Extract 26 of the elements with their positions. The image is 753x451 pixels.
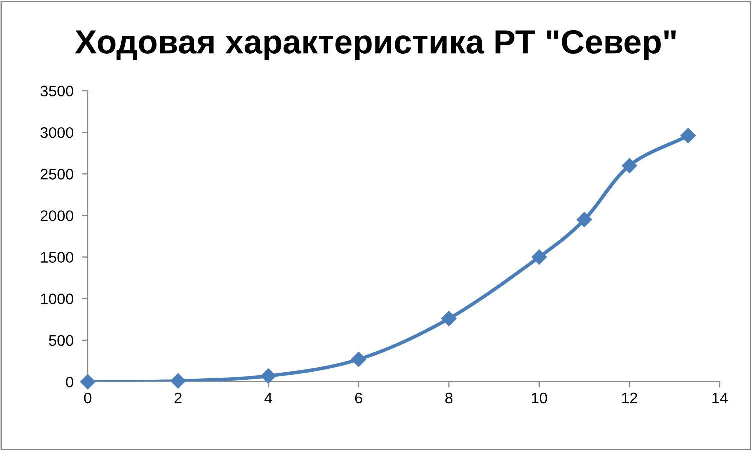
y-tick-label: 3500 bbox=[40, 86, 74, 97]
y-tick-label: 1000 bbox=[41, 294, 74, 305]
y-tick-label: 500 bbox=[49, 335, 74, 346]
y-tick-label: 3000 bbox=[40, 127, 74, 138]
y-tick-label: 1500 bbox=[41, 252, 74, 263]
x-tick-label: 10 bbox=[532, 392, 548, 404]
point bbox=[80, 374, 96, 390]
y-tick-label: 0 bbox=[66, 376, 74, 388]
point bbox=[351, 352, 366, 368]
x-tick-label: 12 bbox=[622, 392, 638, 404]
y-tick-label: 2000 bbox=[40, 210, 74, 222]
point bbox=[261, 368, 276, 384]
point bbox=[680, 128, 696, 144]
point bbox=[170, 374, 186, 389]
x-tick-label: 8 bbox=[446, 392, 453, 404]
point bbox=[577, 212, 592, 228]
x-tick-label: 6 bbox=[355, 392, 362, 404]
point bbox=[622, 158, 638, 174]
point bbox=[442, 311, 457, 326]
chart-title: Ходовая характеристика РТ "Север" bbox=[75, 30, 676, 61]
point bbox=[532, 250, 547, 265]
x-tick-label: 14 bbox=[712, 392, 728, 404]
x-tick-label: 0 bbox=[84, 392, 92, 404]
y-tick-label: 2500 bbox=[40, 169, 74, 180]
x-tick-label: 2 bbox=[174, 392, 182, 404]
x-tick-label: 4 bbox=[264, 392, 272, 404]
